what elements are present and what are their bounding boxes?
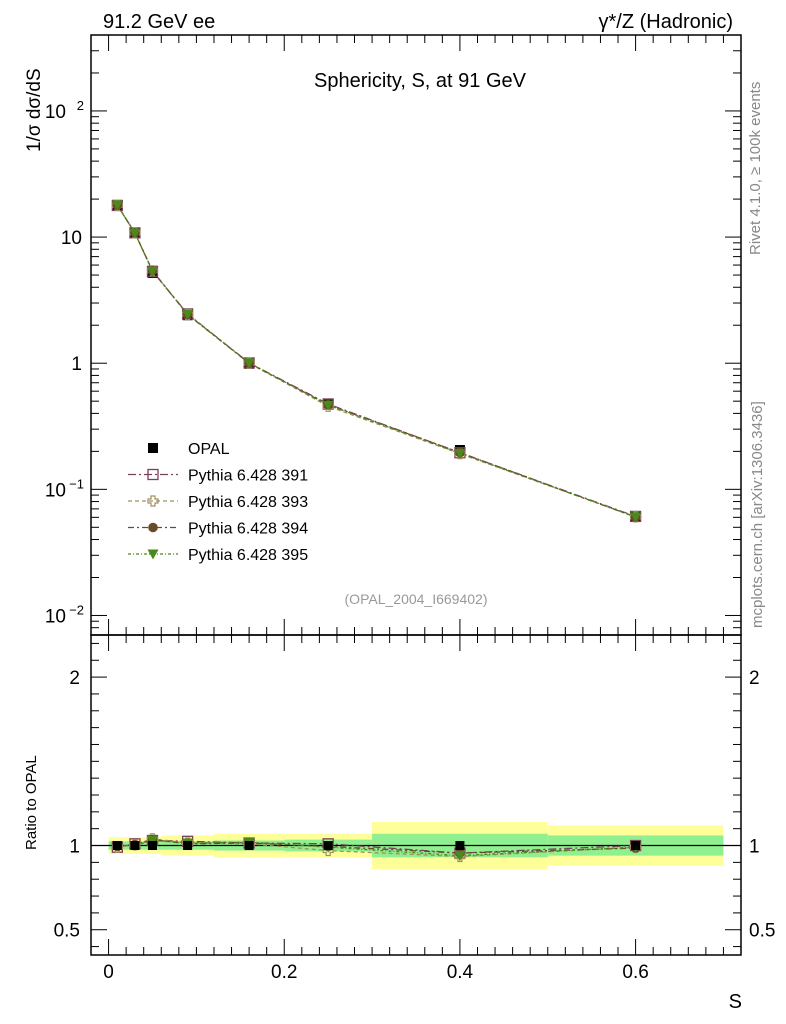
data-point (182, 309, 194, 320)
ratio-point (454, 851, 466, 862)
y-tick-label: 10 (45, 102, 66, 123)
ratio-panel: 0.5 0.5 1 1 2 2 0 0.2 0.4 0.6 Ratio to OPAL S (23, 634, 775, 1013)
data-point (146, 266, 158, 277)
legend-label: Pythia 6.428 395 (188, 547, 308, 564)
header-left: 91.2 GeV ee (103, 11, 215, 33)
legend-marker (148, 522, 158, 533)
ratio-series-line (117, 838, 636, 858)
legend-marker (147, 549, 159, 560)
mcplots-label: mcplots.cern.ch [arXiv:1306.3436] (749, 401, 766, 628)
legend-label: Pythia 6.428 394 (188, 521, 308, 538)
legend-marker (148, 443, 158, 453)
legend-label: Pythia 6.428 391 (188, 468, 308, 485)
x-tick-label: 0 (103, 962, 114, 983)
legend-label: OPAL (188, 441, 230, 458)
y-tick-label: 10 (45, 480, 66, 501)
legend-label: Pythia 6.428 393 (188, 494, 308, 511)
main-marks (111, 199, 642, 523)
ratio-reference-point (455, 841, 465, 851)
data-point (454, 448, 466, 459)
ratio-y-tick-label-right: 2 (749, 668, 760, 689)
ratio-marks (111, 833, 642, 863)
y-tick-label-exponent: 2 (77, 98, 84, 113)
ratio-y-tick-label-right: 0.5 (749, 921, 775, 942)
ratio-y-tick-label-right: 1 (749, 837, 760, 858)
ratio-y-tick-label: 2 (69, 668, 80, 689)
main-lines (116, 204, 636, 518)
legend: OPAL Pythia 6.428 391 Pythia 6.428 393 Pyth… (128, 441, 308, 564)
main-frame (90, 34, 742, 636)
x-tick-label: 0.4 (447, 962, 474, 983)
ratio-ylabel: Ratio to OPAL (23, 755, 40, 850)
y-tick-label: 10 (45, 606, 66, 627)
y-tick-label: 10 (61, 228, 82, 249)
x-tick-label: 0.2 (271, 962, 297, 983)
y-tick-label: 1 (71, 354, 82, 375)
ratio-frame (90, 634, 742, 956)
data-point (243, 358, 255, 369)
header-right: γ*/Z (Hadronic) (599, 11, 733, 33)
ratio-reference-point (183, 841, 193, 851)
series-line (116, 204, 636, 518)
ratio-xlabel: S (729, 991, 742, 1013)
ratio-reference-point (112, 841, 122, 851)
ratio-reference-point (631, 841, 641, 851)
main-ylabel: 1/σ dσ/dS (24, 68, 45, 152)
data-point (129, 228, 141, 239)
analysis-watermark: (OPAL_2004_I669402) (345, 591, 488, 607)
legend-marker (147, 495, 159, 507)
data-point (111, 200, 123, 211)
data-point (322, 400, 334, 411)
legend-marker (147, 468, 159, 481)
ratio-ticks: 0.5 0.5 1 1 2 2 0 0.2 0.4 0.6 (54, 635, 775, 983)
ratio-series-line (117, 839, 636, 857)
ratio-reference-point (323, 841, 333, 851)
ratio-reference-point (130, 841, 140, 851)
y-tick-label-exponent: −2 (69, 602, 84, 617)
ratio-y-tick-label: 1 (69, 837, 80, 858)
x-tick-label: 0.6 (622, 962, 648, 983)
ratio-reference-point (244, 841, 254, 851)
data-point (630, 512, 642, 523)
ratio-series-line (117, 838, 636, 854)
chart-title: Sphericity, S, at 91 GeV (314, 70, 527, 92)
ratio-y-tick-label: 0.5 (54, 921, 80, 942)
rivet-label: Rivet 4.1.0, ≥ 100k events (747, 82, 764, 255)
ratio-point (146, 835, 158, 846)
y-tick-label-exponent: −1 (69, 476, 84, 491)
ratio-reference-point (147, 841, 157, 851)
